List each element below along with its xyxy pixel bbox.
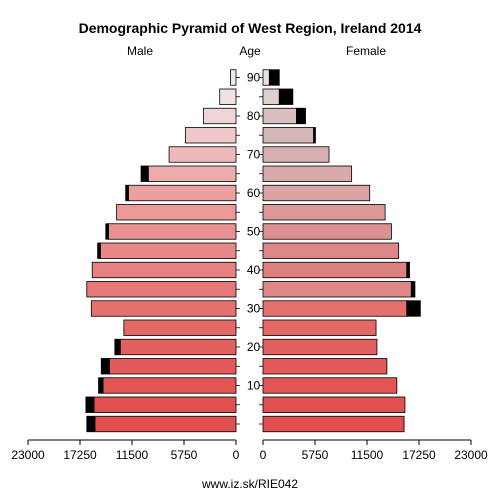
female-bar-30-34 [262,300,408,317]
female-bar-0-4 [262,415,405,433]
male-bar-45-49 [99,242,237,259]
male-bars [85,69,237,433]
female-bar-50-54 [262,223,392,240]
female-excess-30-34 [406,300,421,317]
female-bar-10-14 [262,377,398,394]
female-x-tick-label: 11500 [351,448,384,462]
female-excess-90+ [268,69,280,86]
age-tick-label: 60 [247,186,261,200]
female-excess-80-84 [296,107,306,125]
male-bar-55-59 [116,204,237,221]
male-bar-50-54 [108,223,237,240]
female-label: Female [346,44,386,58]
female-bar-80-84 [262,107,297,125]
male-bar-15-19 [108,358,237,375]
female-excess-75-79 [313,127,316,144]
axes: 10 20 30 40 50 60 70 80 90 23000 17250 11500 5750 0 0 5… [11,71,488,463]
male-x-tick-label: 17250 [63,448,97,462]
female-x-tick-label: 5750 [302,448,329,462]
male-x-tick-label: 11500 [116,448,149,462]
male-excess-65-69 [140,165,149,182]
chart-title: Demographic Pyramid of West Region, Irel… [79,20,422,36]
female-bar-55-59 [262,204,386,221]
female-x-tick-label: 17250 [402,448,436,462]
footer-url: www.iz.sk/RIE042 [201,477,298,491]
age-tick-label: 10 [247,379,261,393]
female-bar-90+ [262,69,270,86]
male-excess-0-4 [86,415,96,433]
age-tick-label: 20 [247,340,261,354]
female-bar-75-79 [262,127,315,144]
age-tick-label: 40 [247,263,261,277]
male-bar-60-64 [127,184,237,202]
female-bar-45-49 [262,242,400,259]
female-x-tick-label: 23000 [454,448,488,462]
female-bar-25-29 [262,319,377,336]
male-bar-5-9 [93,396,237,413]
male-bar-85-89 [219,88,237,105]
female-bar-40-44 [262,261,408,279]
male-bar-0-4 [94,415,237,433]
female-bar-20-24 [262,338,378,356]
male-excess-5-9 [85,396,95,413]
female-bar-65-69 [262,165,353,182]
male-bar-20-24 [119,338,237,356]
male-x-tick-label: 23000 [11,448,45,462]
male-bar-90+ [230,69,237,86]
male-excess-50-54 [105,223,109,240]
male-bar-30-34 [90,300,237,317]
female-excess-85-89 [278,88,294,105]
female-bar-5-9 [262,396,406,413]
age-tick-label: 80 [247,109,261,123]
female-x-tick-label: 0 [260,448,267,462]
male-excess-20-24 [114,338,121,356]
male-bar-80-84 [203,107,237,125]
female-bars [262,69,421,433]
female-bar-15-19 [262,358,388,375]
male-excess-60-64 [125,184,129,202]
male-label: Male [127,44,153,58]
male-bar-10-14 [102,377,237,394]
male-bar-25-29 [123,319,237,336]
female-excess-40-44 [406,261,410,279]
male-x-tick-label: 5750 [171,448,198,462]
female-excess-35-39 [410,281,416,298]
female-bar-35-39 [262,281,412,298]
female-bar-70-74 [262,146,330,163]
female-bar-85-89 [262,88,280,105]
female-bar-60-64 [262,184,371,202]
male-bar-40-44 [91,261,237,279]
male-bar-70-74 [168,146,237,163]
age-label: Age [239,44,261,58]
age-tick-label: 50 [247,225,261,239]
male-excess-15-19 [100,358,110,375]
male-excess-45-49 [97,242,101,259]
male-bar-65-69 [147,165,237,182]
male-x-tick-label: 0 [233,448,240,462]
age-tick-label: 30 [247,302,261,316]
age-tick-label: 70 [247,148,261,162]
male-bar-75-79 [184,127,237,144]
age-tick-label: 90 [247,71,261,85]
male-excess-10-14 [98,377,104,394]
male-bar-35-39 [86,281,237,298]
